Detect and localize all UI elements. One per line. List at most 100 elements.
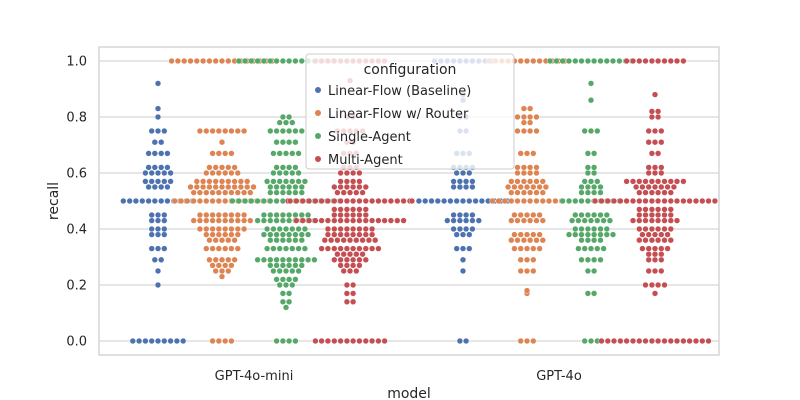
data-point xyxy=(711,197,719,205)
data-point xyxy=(530,256,537,263)
data-point xyxy=(530,183,537,191)
data-point xyxy=(597,231,604,238)
data-point xyxy=(520,164,528,171)
data-point xyxy=(578,197,585,205)
data-point xyxy=(343,337,351,345)
data-point xyxy=(279,290,287,297)
data-point xyxy=(539,197,546,205)
data-point xyxy=(594,245,601,252)
data-point xyxy=(148,225,155,233)
data-point xyxy=(648,206,656,213)
data-point xyxy=(254,57,261,65)
data-point xyxy=(603,231,610,238)
data-point xyxy=(356,169,363,177)
data-point xyxy=(636,178,643,185)
data-point xyxy=(459,169,467,177)
data-point xyxy=(617,197,624,205)
data-point xyxy=(267,262,274,269)
data-point xyxy=(629,197,637,205)
data-point xyxy=(151,256,158,263)
data-point xyxy=(206,183,213,191)
data-point xyxy=(636,217,643,224)
data-point xyxy=(350,178,357,185)
data-point xyxy=(648,189,656,196)
data-point xyxy=(148,231,155,238)
data-point xyxy=(520,197,528,205)
data-point xyxy=(337,211,344,219)
data-point xyxy=(295,245,302,252)
data-point xyxy=(282,178,290,185)
data-point xyxy=(362,256,369,263)
data-point xyxy=(260,197,268,205)
data-point xyxy=(514,178,521,185)
data-point xyxy=(286,298,293,305)
data-point xyxy=(340,189,347,196)
data-point xyxy=(651,245,659,252)
data-point xyxy=(312,197,319,205)
data-point xyxy=(597,189,604,196)
data-point xyxy=(209,231,216,238)
data-point xyxy=(661,337,668,345)
data-point xyxy=(661,237,668,244)
data-point xyxy=(523,57,531,65)
data-point xyxy=(343,281,351,289)
data-point xyxy=(231,183,238,191)
data-point xyxy=(667,337,674,345)
x-tick-labels: GPT-4o-mini GPT-4o xyxy=(215,369,582,384)
data-point xyxy=(584,237,592,244)
data-point xyxy=(636,206,643,213)
data-point xyxy=(148,211,155,219)
data-point xyxy=(279,164,287,171)
data-point xyxy=(517,57,524,65)
data-point xyxy=(331,197,338,205)
data-point xyxy=(248,57,255,65)
data-point xyxy=(279,237,287,244)
data-point xyxy=(511,245,518,252)
data-point xyxy=(508,217,515,224)
data-point xyxy=(539,189,546,196)
data-point xyxy=(648,178,656,185)
data-point xyxy=(286,276,293,283)
data-point xyxy=(273,262,280,269)
data-point xyxy=(225,267,232,275)
data-point xyxy=(270,267,277,275)
data-point xyxy=(636,337,643,345)
data-point xyxy=(164,197,171,205)
data-point xyxy=(318,337,325,345)
data-point xyxy=(292,276,299,283)
data-point xyxy=(356,183,363,191)
legend: configuration Linear-Flow (Baseline)Line… xyxy=(305,53,515,170)
data-point xyxy=(450,225,457,233)
data-point xyxy=(533,237,540,244)
data-point xyxy=(459,267,467,275)
data-point xyxy=(282,119,290,126)
data-point xyxy=(594,217,601,224)
data-point xyxy=(692,337,700,345)
data-point xyxy=(215,211,222,219)
data-point xyxy=(343,290,351,297)
data-point xyxy=(372,237,379,244)
data-point xyxy=(526,164,534,171)
data-point xyxy=(428,197,435,205)
data-point xyxy=(292,231,299,238)
data-point xyxy=(228,169,235,177)
data-point xyxy=(673,57,681,65)
data-point xyxy=(161,178,168,185)
data-point xyxy=(286,231,293,238)
data-point xyxy=(279,189,287,196)
data-point xyxy=(279,337,287,345)
data-point xyxy=(584,225,592,233)
data-point xyxy=(260,231,268,238)
data-point xyxy=(356,262,363,269)
data-point xyxy=(463,337,470,345)
data-point xyxy=(651,169,659,177)
data-point xyxy=(581,217,588,224)
data-point xyxy=(270,245,277,252)
data-point xyxy=(174,57,182,65)
data-point xyxy=(324,197,332,205)
data-point xyxy=(151,139,158,146)
data-point xyxy=(222,231,229,238)
data-point xyxy=(241,127,248,135)
data-point xyxy=(590,231,598,238)
data-point xyxy=(664,183,671,191)
